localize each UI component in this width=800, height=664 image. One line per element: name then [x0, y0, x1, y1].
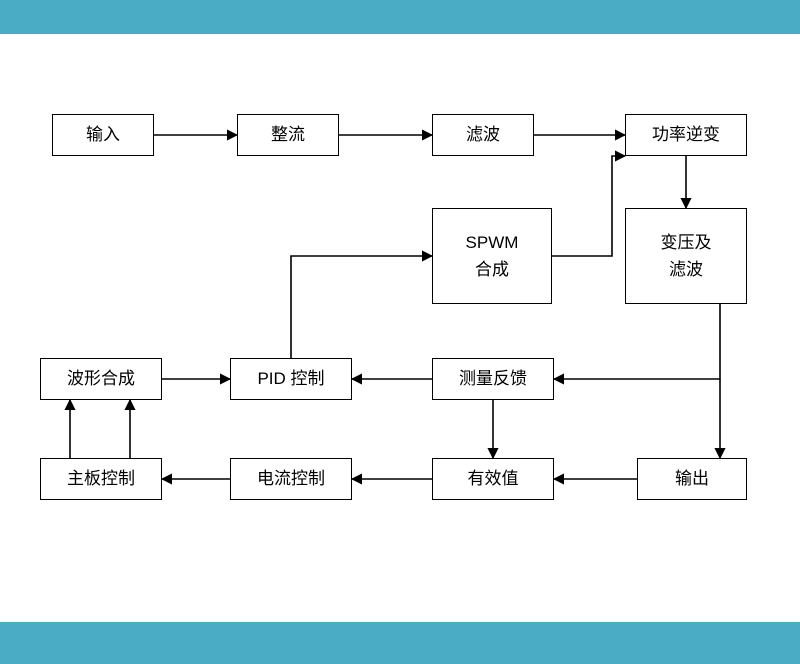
flowchart: 输入 整流 滤波 功率逆变 SPWM 合成 变压及 滤波 波形合成 PID 控制… — [0, 0, 800, 664]
node-label: SPWM 合成 — [466, 229, 519, 283]
edges-layer — [0, 0, 800, 664]
node-label: 电流控制 — [257, 465, 325, 492]
node-transformer: 变压及 滤波 — [625, 208, 747, 304]
node-label: 主板控制 — [67, 465, 135, 492]
node-pid: PID 控制 — [230, 358, 352, 400]
banner-top — [0, 0, 800, 34]
node-label: 输入 — [86, 121, 120, 148]
node-rms: 有效值 — [432, 458, 554, 500]
banner-bottom — [0, 622, 800, 664]
node-filter: 滤波 — [432, 114, 534, 156]
node-label: 功率逆变 — [652, 121, 720, 148]
node-mainboard: 主板控制 — [40, 458, 162, 500]
node-inverter: 功率逆变 — [625, 114, 747, 156]
node-input: 输入 — [52, 114, 154, 156]
node-label: 整流 — [271, 121, 305, 148]
node-waveform: 波形合成 — [40, 358, 162, 400]
node-rectify: 整流 — [237, 114, 339, 156]
node-label: 波形合成 — [67, 365, 135, 392]
node-output: 输出 — [637, 458, 747, 500]
node-label: 滤波 — [466, 121, 500, 148]
node-spwm: SPWM 合成 — [432, 208, 552, 304]
node-label: 测量反馈 — [459, 365, 527, 392]
node-label: PID 控制 — [257, 365, 324, 392]
node-label: 输出 — [675, 465, 709, 492]
node-feedback: 测量反馈 — [432, 358, 554, 400]
node-label: 变压及 滤波 — [661, 229, 712, 283]
node-current-control: 电流控制 — [230, 458, 352, 500]
node-label: 有效值 — [468, 465, 519, 492]
